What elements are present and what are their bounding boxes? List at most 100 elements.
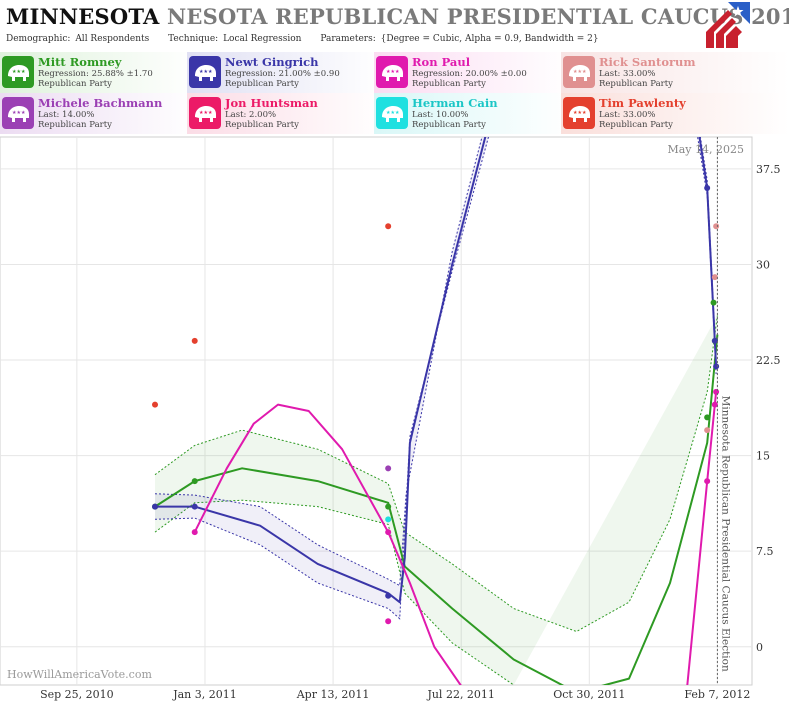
legend-item-romney[interactable]: ★★★ Mitt Romney Regression: 25.88% ±1.70… bbox=[0, 52, 196, 93]
candidate-stat: Regression: 20.00% ±0.00 bbox=[412, 69, 527, 79]
candidate-name: Ron Paul bbox=[412, 55, 471, 69]
rick-santorum-poll-point bbox=[713, 223, 720, 230]
candidate-name: Newt Gingrich bbox=[225, 55, 319, 69]
tim-pawlenty-poll-point bbox=[385, 223, 392, 230]
candidate-party: Republican Party bbox=[225, 79, 299, 89]
legend-item-paul[interactable]: ★★★ Ron Paul Regression: 20.00% ±0.00 Re… bbox=[374, 52, 570, 93]
candidate-name: Herman Cain bbox=[412, 96, 498, 110]
parameters-value: {Degree = Cubic, Alpha = 0.9, Bandwidth … bbox=[380, 34, 599, 44]
y-tick-label: 15 bbox=[756, 450, 770, 463]
election-label: Minnesota Republican Presidential Caucus… bbox=[719, 396, 731, 672]
y-tick-label: 0 bbox=[756, 641, 763, 654]
demographic-value: All Respondents bbox=[75, 34, 150, 44]
newt-gingrich-trend-line bbox=[155, 137, 718, 604]
candidate-stat: Last: 14.00% bbox=[38, 110, 95, 120]
y-tick-label: 30 bbox=[756, 258, 770, 271]
candidate-name: Tim Pawlenty bbox=[599, 96, 686, 110]
header: MINNESOTA NESOTA REPUBLICAN PRESIDENTIAL… bbox=[0, 0, 789, 52]
candidate-stat: Last: 33.00% bbox=[599, 69, 656, 79]
flag-logo-icon bbox=[706, 2, 750, 48]
x-tick-label: Sep 25, 2010 bbox=[40, 688, 114, 701]
elephant-icon: ★★★ bbox=[376, 97, 408, 129]
elephant-icon: ★★★ bbox=[2, 56, 34, 88]
candidate-stat: Last: 10.00% bbox=[412, 110, 469, 120]
candidate-party: Republican Party bbox=[38, 120, 112, 130]
elephant-icon: ★★★ bbox=[563, 56, 595, 88]
candidate-party: Republican Party bbox=[599, 120, 673, 130]
newt-gingrich-poll-point bbox=[704, 184, 711, 191]
candidate-party: Republican Party bbox=[412, 79, 486, 89]
elephant-icon: ★★★ bbox=[376, 56, 408, 88]
rick-santorum-poll-point bbox=[704, 427, 711, 434]
ron-paul-poll-point bbox=[713, 388, 720, 395]
watermark: HowWillAmericaVote.com bbox=[7, 668, 152, 681]
candidate-party: Republican Party bbox=[599, 79, 673, 89]
mitt-romney-poll-point bbox=[191, 478, 198, 485]
elephant-icon: ★★★ bbox=[189, 56, 221, 88]
newt-gingrich-poll-point bbox=[385, 592, 392, 599]
legend-item-huntsman[interactable]: ★★★ Jon Huntsman Last: 2.00% Republican … bbox=[187, 93, 383, 134]
legend-item-gingrich[interactable]: ★★★ Newt Gingrich Regression: 21.00% ±0.… bbox=[187, 52, 383, 93]
newt-gingrich-poll-point bbox=[191, 503, 198, 510]
candidate-name: Jon Huntsman bbox=[225, 96, 318, 110]
ron-paul-poll-point bbox=[385, 618, 392, 625]
poll-points bbox=[152, 184, 720, 625]
ron-paul-poll-point bbox=[191, 529, 198, 536]
candidate-party: Republican Party bbox=[38, 79, 112, 89]
y-tick-label: 7.5 bbox=[756, 545, 774, 558]
svg-text:★★★: ★★★ bbox=[12, 69, 26, 75]
newt-gingrich-poll-point bbox=[711, 337, 718, 344]
x-tick-label: Apr 13, 2011 bbox=[296, 688, 370, 701]
newt-gingrich-poll-point bbox=[713, 363, 720, 370]
x-tick-label: Jan 3, 2011 bbox=[172, 688, 237, 701]
candidate-name: Rick Santorum bbox=[599, 55, 696, 69]
confidence-bands bbox=[154, 137, 718, 685]
ron-paul-poll-point bbox=[711, 401, 718, 408]
axes: Sep 25, 2010 Jan 3, 2011 Apr 13, 2011 Jul 2… bbox=[40, 163, 780, 701]
title-repeat: NESOTA REPUBLICAN PRESIDENTIAL CAUCUS 20… bbox=[167, 4, 789, 29]
poll-chart: Sep 25, 2010 Jan 3, 2011 Apr 13, 2011 Jul 2… bbox=[0, 136, 781, 701]
svg-text:★★★: ★★★ bbox=[573, 69, 587, 75]
newt-gingrich-poll-point bbox=[152, 503, 159, 510]
tim-pawlenty-poll-point bbox=[152, 401, 159, 408]
elephant-icon: ★★★ bbox=[2, 97, 34, 129]
newt-gingrich-lower-bound bbox=[154, 137, 717, 620]
michele-bachmann-poll-point bbox=[385, 465, 392, 472]
mitt-romney-trend-line bbox=[154, 334, 719, 685]
svg-text:★★★: ★★★ bbox=[386, 110, 400, 116]
technique-value: Local Regression bbox=[223, 34, 302, 44]
mitt-romney-poll-point bbox=[710, 299, 717, 306]
mitt-romney-band bbox=[155, 315, 718, 685]
x-tick-label: Oct 30, 2011 bbox=[553, 688, 625, 701]
legend-item-santorum[interactable]: ★★★ Rick Santorum Last: 33.00% Republica… bbox=[561, 52, 789, 93]
candidate-stat: Regression: 21.00% ±0.90 bbox=[225, 69, 340, 79]
svg-text:★★★: ★★★ bbox=[12, 110, 26, 116]
svg-text:★★★: ★★★ bbox=[386, 69, 400, 75]
candidate-stat: Last: 33.00% bbox=[599, 110, 656, 120]
mitt-romney-lower-bound bbox=[154, 499, 514, 685]
ron-paul-poll-point bbox=[704, 478, 711, 485]
page-title: MINNESOTA NESOTA REPUBLICAN PRESIDENTIAL… bbox=[6, 4, 789, 29]
herman-cain-poll-point bbox=[385, 516, 392, 523]
rick-santorum-poll-point bbox=[711, 274, 718, 281]
candidate-stat: Last: 2.00% bbox=[225, 110, 277, 120]
legend-item-pawlenty[interactable]: ★★★ Tim Pawlenty Last: 33.00% Republican… bbox=[561, 93, 789, 134]
ron-paul-poll-point bbox=[385, 529, 392, 536]
svg-text:★★★: ★★★ bbox=[573, 110, 587, 116]
x-tick-label: Jul 22, 2011 bbox=[426, 688, 495, 701]
candidate-name: Mitt Romney bbox=[38, 55, 122, 69]
elephant-icon: ★★★ bbox=[563, 97, 595, 129]
svg-text:★★★: ★★★ bbox=[199, 69, 213, 75]
x-tick-label: Feb 7, 2012 bbox=[684, 688, 750, 701]
technique-label: Technique: bbox=[168, 34, 219, 44]
candidate-legend: ★★★ Mitt Romney Regression: 25.88% ±1.70… bbox=[0, 52, 789, 134]
legend-item-cain[interactable]: ★★★ Herman Cain Last: 10.00% Republican … bbox=[374, 93, 570, 134]
tim-pawlenty-poll-point bbox=[191, 337, 198, 344]
parameters-bar: Demographic: All Respondents Technique: … bbox=[6, 34, 601, 44]
plot-area bbox=[0, 136, 753, 686]
parameters-label: Parameters: bbox=[320, 34, 376, 44]
svg-text:★★★: ★★★ bbox=[199, 110, 213, 116]
demographic-label: Demographic: bbox=[6, 34, 71, 44]
legend-item-bachmann[interactable]: ★★★ Michele Bachmann Last: 14.00% Republ… bbox=[0, 93, 196, 134]
candidate-name: Michele Bachmann bbox=[38, 96, 163, 110]
